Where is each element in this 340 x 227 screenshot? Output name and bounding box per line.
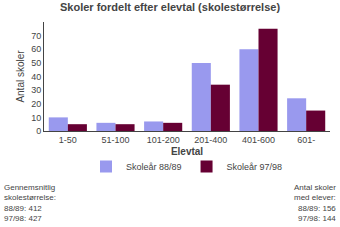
svg-text:1-50: 1-50 [59,135,77,145]
svg-text:70: 70 [31,31,41,41]
svg-text:101-200: 101-200 [147,135,180,145]
svg-text:Skoleår 88/89: Skoleår 88/89 [126,162,182,172]
svg-text:51-100: 51-100 [101,135,129,145]
svg-text:20: 20 [31,99,41,109]
svg-text:Elevtal: Elevtal [171,146,203,157]
svg-text:60: 60 [31,44,41,54]
svg-text:401-600: 401-600 [242,135,275,145]
svg-text:40: 40 [31,72,41,82]
svg-text:50: 50 [31,58,41,68]
svg-text:601-: 601- [297,135,315,145]
svg-text:0: 0 [36,126,41,136]
svg-text:Skoler fordelt efter elevtal (: Skoler fordelt efter elevtal (skolestørr… [60,1,280,13]
svg-text:Antal skoler: Antal skoler [15,50,26,103]
svg-text:30: 30 [31,85,41,95]
svg-text:Antal skolermed elever:88/89:: Antal skolermed elever:88/89: 15697/98: … [294,183,336,223]
svg-text:10: 10 [31,113,41,123]
svg-text:Gennemsnitligskolestørrelse:88: Gennemsnitligskolestørrelse:88/89: 41297… [4,183,56,223]
svg-text:201-400: 201-400 [194,135,227,145]
svg-text:Skoleår 97/98: Skoleår 97/98 [227,162,283,172]
